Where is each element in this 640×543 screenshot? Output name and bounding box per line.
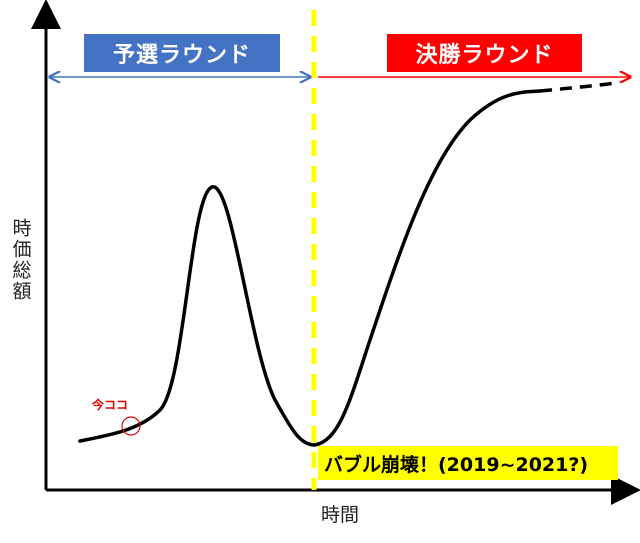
now-here-label: 今ココ [92,398,129,412]
bubble-collapse-label: バブル崩壊！(2019~2021?) [318,446,618,480]
now-marker-circle [121,416,141,436]
qualifying-round-label: 予選ラウンド [84,34,280,72]
x-axis-label: 時間 [320,504,359,526]
future-trend-dashed [539,81,616,93]
y-axis-label: 時価総額 [9,218,32,302]
final-round-label: 決勝ラウンド [387,34,582,72]
market-cap-curve [78,89,542,447]
